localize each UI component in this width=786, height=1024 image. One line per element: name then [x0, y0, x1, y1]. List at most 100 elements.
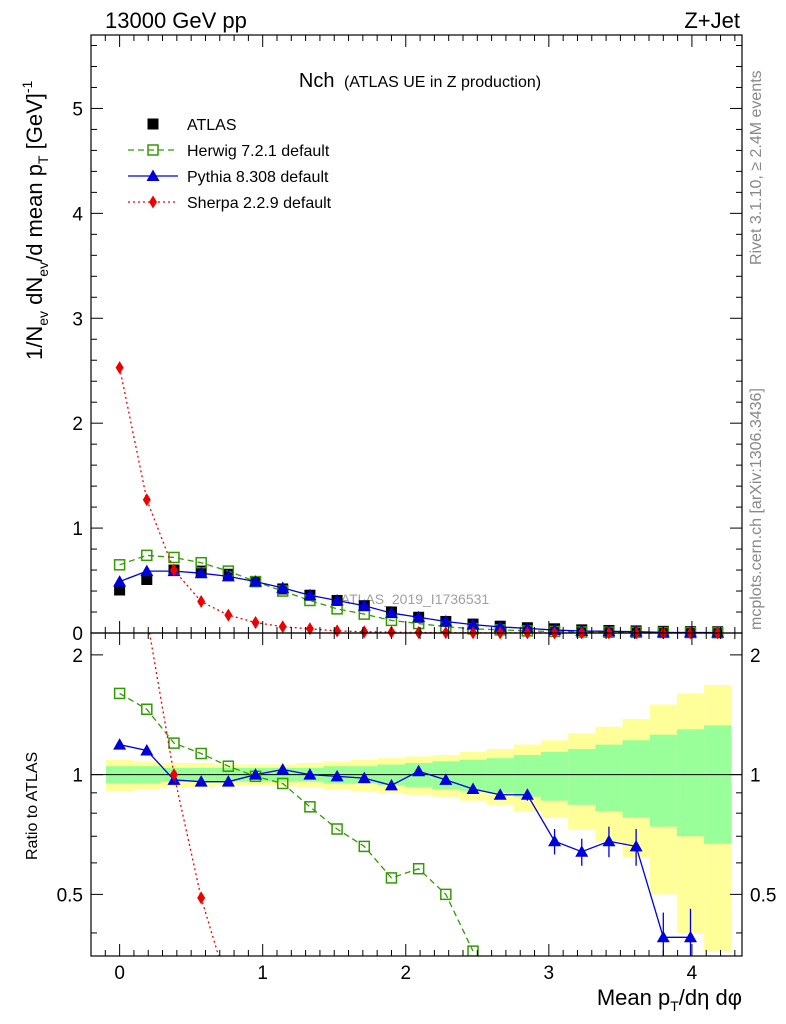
- herwig-ratio-point: [385, 872, 398, 884]
- sherpa-point: [142, 493, 151, 507]
- pythia-point: [493, 620, 507, 632]
- ratio-panel-frame: [90, 632, 743, 957]
- pythia-ratio-point: [303, 768, 317, 780]
- sherpa-point: [360, 625, 369, 639]
- title-main: Nch: [299, 70, 335, 92]
- ratio-tick-label: 1: [72, 766, 83, 787]
- herwig-ratio-point: [358, 840, 371, 853]
- x-tick-label: 2: [400, 963, 411, 984]
- ratio-series-group: [113, 633, 697, 956]
- x-tick-label: 1: [257, 963, 268, 984]
- pythia-ratio-point: [357, 771, 371, 784]
- sherpa-point: [197, 595, 206, 609]
- sherpa-point: [278, 620, 287, 634]
- herwig-ratio-point: [304, 801, 316, 813]
- pythia-point: [276, 581, 290, 593]
- ratio-tick-label-right: 2: [750, 646, 761, 667]
- y-tick-label: 2: [72, 414, 83, 435]
- sherpa-point: [224, 608, 233, 622]
- pythia-ratio-point: [412, 764, 426, 777]
- pythia-point: [439, 614, 453, 627]
- rivet-label: Rivet 3.1.10, ≥ 2.4M events: [748, 70, 765, 265]
- legend-label-sherpa: Sherpa 2.2.9 default: [187, 195, 332, 212]
- atlas-point: [114, 584, 126, 596]
- band-inner: [704, 725, 732, 844]
- herwig-ratio-line: [119, 692, 474, 952]
- herwig-ratio-point: [195, 747, 207, 760]
- atlas-point: [141, 573, 153, 585]
- pythia-ratio-line: [119, 743, 691, 938]
- legend-marker-sherpa: [149, 195, 157, 209]
- ratio-tick-label-right: 0.5: [750, 885, 776, 906]
- y-axis-label: 1/Nev dNev/d mean pT [GeV]-1: [19, 80, 51, 360]
- band-inner: [595, 744, 623, 812]
- band-inner: [622, 740, 650, 818]
- pythia-point: [221, 569, 235, 582]
- legend-label-herwig: Herwig 7.2.1 default: [187, 143, 330, 160]
- x-tick-label: 4: [687, 963, 698, 984]
- ratio-tick-label-right: 1: [750, 766, 761, 787]
- ratio-y-axis-label: Ratio to ATLAS: [24, 752, 41, 860]
- herwig-ratio-point: [141, 703, 153, 715]
- pythia-ratio-point: [249, 768, 263, 780]
- svg-text:Nch (ATLAS UE in Z produ: Nch (ATLAS UE in Z production): [299, 70, 541, 92]
- legend-marker-pythia: [146, 169, 160, 181]
- herwig-ratio-point: [467, 945, 479, 956]
- band-inner: [486, 758, 514, 793]
- sherpa-point: [115, 361, 124, 375]
- pythia-ratio-point: [575, 845, 589, 857]
- title-sub: (ATLAS UE in Z production): [344, 74, 541, 91]
- pythia-ratio-point: [520, 788, 534, 800]
- axis-tick-labels: 0 1 2 3 4 0 1 2 3 4 5 0.5 0.5 1 1 2 2: [57, 99, 777, 984]
- ratio-panel-marks: [113, 633, 697, 956]
- pythia-point: [357, 599, 371, 611]
- legend-marker-herwig: [147, 144, 159, 156]
- y-tick-label: 3: [72, 309, 83, 330]
- pythia-ratio-point: [602, 834, 616, 847]
- pythia-ratio-point: [113, 738, 127, 750]
- herwig-point: [141, 549, 153, 562]
- sherpa-ratio-point: [197, 891, 206, 905]
- pythia-ratio-point: [629, 839, 643, 852]
- y-tick-label: 5: [72, 99, 83, 120]
- chart-title: Nch (ATLAS UE in Z production): [299, 70, 541, 92]
- herwig-point: [195, 556, 207, 569]
- mcplots-label: mcplots.cern.ch [arXiv:1306.3436]: [748, 388, 765, 630]
- pythia-ratio-point: [493, 788, 507, 800]
- pythia-point: [330, 593, 344, 606]
- pythia-point: [249, 575, 263, 587]
- herwig-ratio-point: [440, 888, 452, 901]
- ratio-panel-bands: [91, 684, 742, 952]
- band-inner: [568, 748, 596, 805]
- herwig-line: [119, 554, 718, 634]
- pythia-point: [466, 618, 480, 630]
- header-right: Z+Jet: [684, 8, 740, 33]
- pythia-point: [194, 566, 208, 579]
- y-tick-label: 4: [72, 204, 83, 225]
- legend-marker-atlas: [147, 118, 159, 130]
- x-tick-label: 3: [544, 963, 555, 984]
- ratio-tick-label: 2: [72, 646, 83, 667]
- sherpa-point: [305, 622, 314, 636]
- pythia-ratio-point: [656, 930, 670, 943]
- pythia-ratio-point: [439, 773, 453, 785]
- ratio-tick-label: 0.5: [57, 885, 83, 906]
- pythia-ratio-point: [140, 743, 154, 756]
- sherpa-ratio-line: [148, 633, 220, 956]
- pythia-point: [113, 575, 127, 587]
- sherpa-point: [251, 616, 260, 630]
- pythia-ratio-point: [683, 930, 697, 943]
- x-tick-label: 0: [114, 963, 125, 984]
- sherpa-ratio-point: [169, 768, 178, 782]
- legend-label-atlas: ATLAS: [187, 117, 237, 134]
- herwig-ratio-point: [113, 687, 126, 700]
- herwig-ratio-point: [412, 862, 425, 875]
- pythia-ratio-point: [548, 834, 562, 847]
- pythia-point: [140, 564, 154, 577]
- y-tick-label: 0: [72, 624, 83, 645]
- header-left: 13000 GeV pp: [105, 8, 247, 33]
- band-group: [91, 684, 742, 952]
- axis-ticks: [90, 35, 742, 956]
- herwig-ratio-point: [276, 777, 289, 790]
